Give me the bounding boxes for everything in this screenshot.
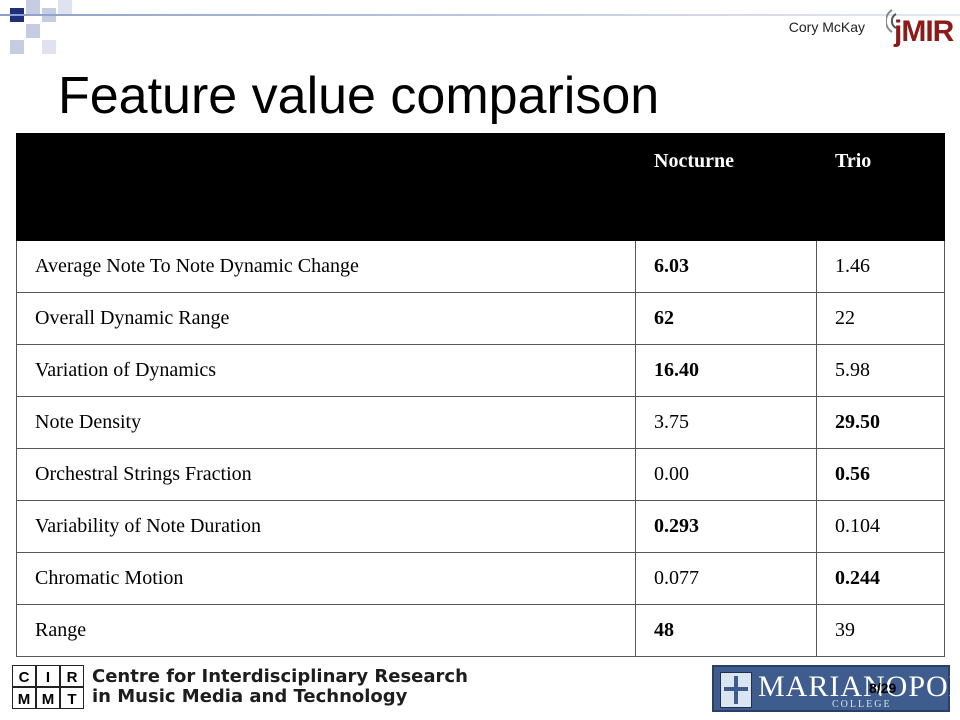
cirmmt-name: Centre for Interdisciplinary Research in… [92, 667, 468, 707]
table-row: Orchestral Strings Fraction 0.00 0.56 [16, 448, 945, 501]
table-row: Note Density 3.75 29.50 [16, 396, 945, 449]
trio-value: 1.46 [816, 240, 945, 293]
cirmmt-line1: Centre for Interdisciplinary Research [92, 666, 468, 687]
decorative-square [26, 24, 40, 38]
cirmmt-letter: M [18, 691, 31, 708]
table-row: Range 48 39 [16, 604, 945, 657]
cirmmt-logo: C I R M M T [12, 665, 84, 709]
signal-waves-icon [886, 9, 897, 33]
jmir-logo: jMIR [886, 6, 954, 52]
column-header [16, 133, 636, 241]
table-row: Variation of Dynamics 16.40 5.98 [16, 344, 945, 397]
feature-cell: Orchestral Strings Fraction [16, 448, 636, 501]
slide-title: Feature value comparison [58, 67, 660, 125]
nocturne-value: 6.03 [635, 240, 817, 293]
trio-value: 22 [816, 292, 945, 345]
cirmmt-letter: R [67, 669, 78, 686]
feature-cell: Note Density [16, 396, 636, 449]
feature-cell: Overall Dynamic Range [16, 292, 636, 345]
college-crest-icon [720, 672, 752, 708]
nocturne-value: 0.077 [635, 552, 817, 605]
feature-table: Nocturne Trio Average Note To Note Dynam… [16, 133, 945, 657]
nocturne-value: 0.293 [635, 500, 817, 553]
table-row: Variability of Note Duration 0.293 0.104 [16, 500, 945, 553]
column-header: Trio [816, 133, 945, 241]
cirmmt-line2: in Music Media and Technology [92, 686, 408, 707]
nocturne-value: 62 [635, 292, 817, 345]
decorative-square [58, 0, 72, 14]
decorative-square [42, 40, 56, 54]
cirmmt-letter: T [67, 691, 76, 708]
logo-text: jMIR [894, 15, 954, 48]
feature-cell: Variability of Note Duration [16, 500, 636, 553]
table-row: Overall Dynamic Range 62 22 [16, 292, 945, 345]
trio-value: 0.104 [816, 500, 945, 553]
decorative-square [10, 40, 24, 54]
cirmmt-letter: C [19, 669, 30, 686]
decorative-square [26, 0, 40, 14]
feature-cell: Range [16, 604, 636, 657]
column-header: Nocturne [635, 133, 817, 241]
author-name: Cory McKay [788, 19, 865, 35]
trio-value: 0.244 [816, 552, 945, 605]
cirmmt-letter: M [42, 691, 55, 708]
table-row: Chromatic Motion 0.077 0.244 [16, 552, 945, 605]
table-row: Average Note To Note Dynamic Change 6.03 1… [16, 240, 945, 293]
nocturne-value: 3.75 [635, 396, 817, 449]
feature-cell: Average Note To Note Dynamic Change [16, 240, 636, 293]
nocturne-value: 48 [635, 604, 817, 657]
nocturne-value: 0.00 [635, 448, 817, 501]
trio-value: 39 [816, 604, 945, 657]
trio-value: 29.50 [816, 396, 945, 449]
table-header-row: Nocturne Trio [16, 133, 945, 241]
header-rule [0, 14, 960, 16]
trio-value: 5.98 [816, 344, 945, 397]
college-logo: MARIANOPOLIS COLLEGE [712, 665, 960, 712]
feature-cell: Chromatic Motion [16, 552, 636, 605]
cirmmt-letter: I [46, 669, 50, 686]
slide-number: 8/29 [869, 680, 897, 696]
nocturne-value: 16.40 [635, 344, 817, 397]
college-subtitle: COLLEGE [832, 699, 892, 710]
feature-cell: Variation of Dynamics [16, 344, 636, 397]
trio-value: 0.56 [816, 448, 945, 501]
college-name: MARIANOPOLIS [758, 670, 960, 703]
